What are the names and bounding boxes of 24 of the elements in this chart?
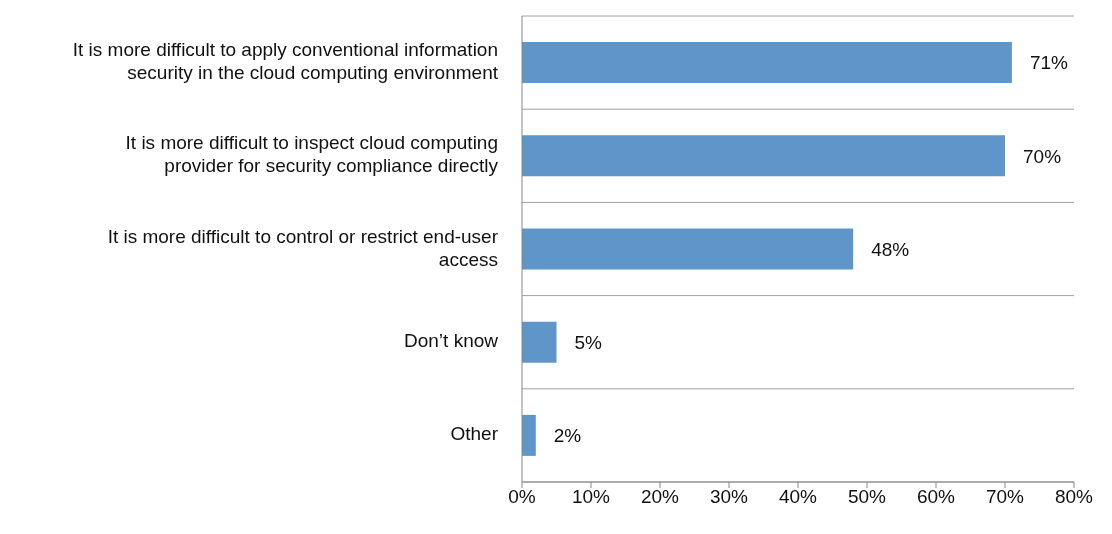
x-tick-label: 80% [1054,486,1094,508]
y-tick-label: Other [450,423,499,445]
bar [522,135,1005,177]
data-label: 2% [553,425,582,447]
bar [522,228,854,270]
x-tick-label: 20% [640,486,680,508]
y-tick-label: Don’t know [404,330,499,352]
y-tick-label: It is more difficult to inspect cloud computing provider for security compliance directly [125,132,499,177]
data-label: 48% [871,238,910,260]
bar [522,414,536,456]
data-label: 71% [1029,52,1069,74]
x-tick-label: 40% [778,486,818,508]
y-tick-label: It is more difficult to apply conventional information security in the cloud computing environment [72,39,499,84]
x-tick-label: 30% [709,486,749,508]
y-tick-label: It is more difficult to control or restrict end-user access [107,225,499,270]
data-label: 5% [574,331,603,353]
x-tick-label: 10% [571,486,611,508]
x-tick-label: 50% [847,486,887,508]
x-tick-label: 60% [916,486,956,508]
x-tick-label: 70% [985,486,1025,508]
bar [522,42,1012,84]
data-label: 70% [1023,145,1062,167]
bar [522,321,557,363]
x-tick-label: 0% [508,486,536,508]
